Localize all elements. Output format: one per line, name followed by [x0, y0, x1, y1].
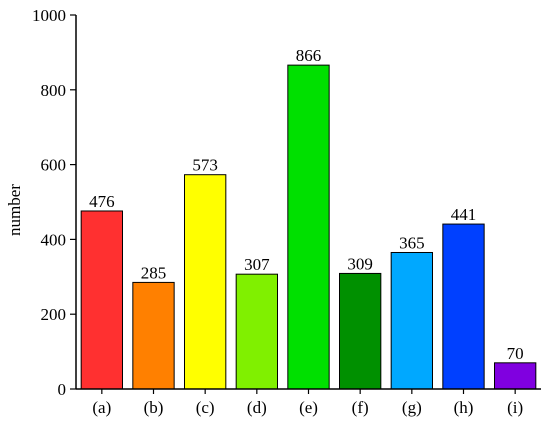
x-tick-label-f: (f)	[352, 398, 369, 417]
x-tick-label-d: (d)	[247, 398, 267, 417]
y-tick-label-1000: 1000	[32, 6, 66, 25]
bar-c	[184, 174, 227, 390]
value-label-a: 476	[89, 192, 115, 211]
axes-group: (a) (b) (c) (d) (e) (f) (g) (h) (i) 0 200 400 600 800…	[32, 6, 541, 417]
bar-e	[287, 64, 330, 390]
value-label-c: 573	[192, 156, 218, 175]
x-tick-label-h: (h)	[454, 398, 474, 417]
y-tick-label-200: 200	[41, 305, 67, 324]
x-tick-label-c: (c)	[196, 398, 215, 417]
value-label-b: 285	[141, 263, 167, 282]
bar-g	[390, 251, 434, 390]
value-label-g: 365	[399, 233, 425, 252]
value-labels-group: 476 285 573 307 866 309 365 441 70	[89, 46, 524, 363]
value-label-e: 866	[296, 46, 322, 65]
x-tick-label-g: (g)	[402, 398, 422, 417]
value-label-f: 309	[347, 254, 373, 273]
x-tick-label-i: (i)	[507, 398, 523, 417]
bar-h	[442, 223, 485, 390]
bar-b	[132, 281, 175, 390]
y-axis-label: number	[5, 184, 24, 236]
bar-a	[80, 210, 123, 390]
y-tick-label-600: 600	[41, 156, 67, 175]
bars-group	[80, 64, 537, 390]
y-tick-label-800: 800	[41, 81, 67, 100]
y-tick-label-0: 0	[58, 380, 67, 399]
value-label-h: 441	[451, 205, 477, 224]
x-tick-label-a: (a)	[92, 398, 111, 417]
x-tick-label-e: (e)	[299, 398, 318, 417]
x-tick-label-b: (b)	[144, 398, 164, 417]
bar-d	[235, 273, 278, 390]
bar-i	[494, 362, 537, 390]
value-label-d: 307	[244, 255, 270, 274]
y-tick-label-400: 400	[41, 230, 67, 249]
value-label-i: 70	[507, 344, 524, 363]
bar-f	[339, 272, 382, 390]
